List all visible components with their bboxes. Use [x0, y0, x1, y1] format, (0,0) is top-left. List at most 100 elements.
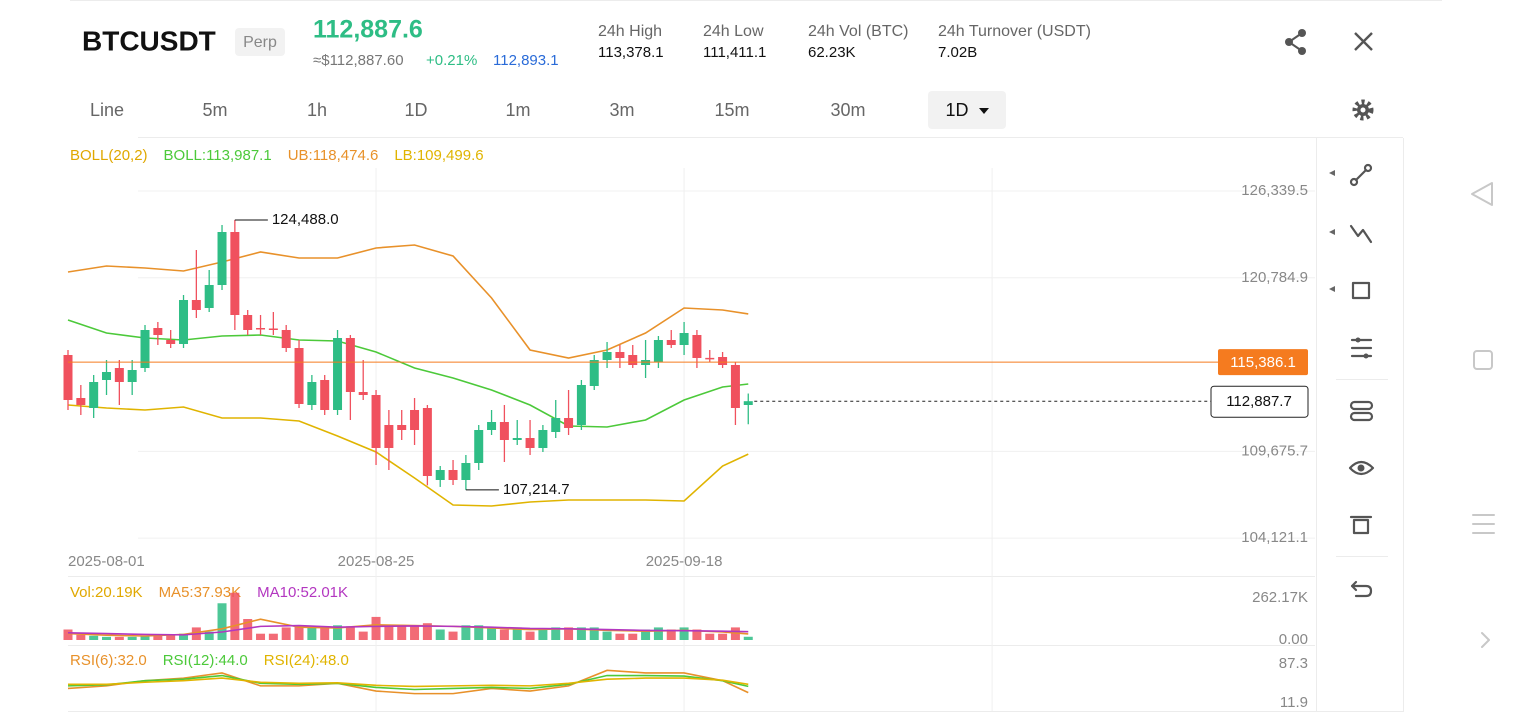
timeframe-tab[interactable]: 3m [609, 100, 634, 120]
boll-band [67, 404, 749, 507]
volume-bar [153, 635, 163, 640]
candle-body [140, 330, 150, 368]
stat-value: 113,378.1 [598, 44, 664, 61]
y-tick-label: 0.00 [1279, 631, 1308, 648]
layers-tool[interactable] [1349, 400, 1374, 422]
volume-bar [127, 636, 137, 640]
candle-body [294, 348, 304, 404]
candle-body [63, 355, 73, 400]
candle-body [256, 328, 266, 330]
candle-body [153, 328, 163, 335]
candle-body [448, 470, 458, 480]
volume-bar [422, 623, 432, 640]
candle-body [114, 368, 124, 382]
volume-bar [102, 636, 112, 640]
stat-label: 24h Low [703, 23, 764, 40]
candle-body [345, 338, 355, 392]
delete-tool[interactable] [1349, 515, 1373, 535]
candle-body [615, 352, 625, 358]
symbol: BTCUSDT [82, 25, 216, 56]
candle-body [474, 430, 484, 463]
timeframe-tab[interactable]: 1m [505, 100, 530, 120]
timeframe-tab[interactable]: Line [90, 100, 124, 120]
volume-bar [230, 592, 240, 640]
candle-body [576, 385, 586, 425]
tabs: Line 5m 1h 1D 1m 3m 15m 30m [90, 100, 866, 120]
x-tick-label: 2025-08-01 [68, 553, 145, 570]
legend-text: RSI(24):48.0 [264, 652, 349, 669]
legend-text: Vol:20.19K [70, 584, 143, 601]
fib-tool[interactable] [1349, 224, 1373, 244]
volume-bar [525, 631, 535, 640]
volume-bar [204, 631, 214, 640]
candle-body [666, 340, 676, 345]
rsi-line [67, 669, 749, 695]
timeframe-tab[interactable]: 15m [714, 100, 749, 120]
tab-dropdown[interactable] [979, 108, 989, 114]
volume-bar [76, 634, 86, 640]
legend-text: RSI(12):44.0 [163, 652, 248, 669]
y-tick-label: 104,121.1 [1241, 529, 1308, 546]
candle-body [653, 340, 663, 362]
volume-bar [743, 636, 753, 640]
volume-bar [179, 633, 189, 640]
price-tag-label: 115,386.1 [1230, 354, 1296, 371]
nav-menu[interactable] [1472, 514, 1495, 534]
candle-body [384, 425, 394, 448]
candle-body [730, 365, 740, 408]
y-tick-label: 120,784.9 [1241, 269, 1308, 286]
settings-button[interactable] [1352, 99, 1374, 121]
candle-body [628, 355, 638, 365]
close-button[interactable] [1354, 32, 1373, 51]
volume-bar [140, 635, 150, 640]
expand-arrow [1329, 286, 1335, 292]
candle-body [191, 300, 201, 310]
volume-bar [499, 629, 509, 640]
volume-bar [243, 619, 253, 640]
mark-price: 112,893.1 [493, 52, 559, 69]
candle-body [718, 357, 728, 365]
candle-body [166, 340, 176, 344]
system-nav [1471, 182, 1495, 648]
y-tick-label: 87.3 [1279, 655, 1308, 672]
volume-bar [628, 633, 638, 640]
nav-home[interactable] [1473, 350, 1493, 370]
volume-bar [268, 633, 278, 640]
timeframe-tab[interactable]: 5m [202, 100, 227, 120]
annotation-label: 124,488.0 [272, 211, 339, 228]
volume-bar [217, 603, 227, 640]
candle-body [102, 372, 112, 380]
timeframe-tab[interactable]: 1h [307, 100, 327, 120]
y-tick-label: 11.9 [1280, 694, 1308, 711]
approx-price: ≈$112,887.60 [313, 52, 404, 69]
share-button[interactable] [1285, 29, 1306, 55]
legend-text: RSI(6):32.0 [70, 652, 147, 669]
volume-bar [256, 633, 266, 640]
candle-body [307, 382, 317, 405]
nav-next[interactable] [1481, 632, 1490, 648]
volume-bar [512, 627, 522, 640]
candle-body [564, 418, 574, 428]
legend-text: UB:118,474.6 [288, 147, 379, 164]
drawing-toolbar [1329, 163, 1388, 598]
undo-tool[interactable] [1350, 580, 1373, 598]
indicator-tool[interactable] [1350, 337, 1373, 359]
volume-bar [718, 633, 728, 640]
visibility-tool[interactable] [1348, 460, 1375, 476]
timeframe-tab[interactable]: 30m [830, 100, 865, 120]
candle-body [487, 422, 497, 430]
candle-body [320, 380, 330, 410]
volume-bar [281, 627, 291, 640]
expand-arrow [1329, 170, 1335, 176]
shape-tool[interactable] [1351, 281, 1371, 300]
timeframe-tab[interactable]: 1D [404, 100, 427, 120]
candle-body [692, 335, 702, 358]
candle-body [538, 430, 548, 448]
volume-bar [371, 616, 381, 640]
legend-text: BOLL:113,987.1 [164, 147, 272, 164]
nav-back[interactable] [1471, 182, 1493, 206]
volume-bar [294, 625, 304, 640]
selected-tab[interactable]: 1D [945, 100, 968, 120]
line-tool[interactable] [1349, 163, 1373, 187]
